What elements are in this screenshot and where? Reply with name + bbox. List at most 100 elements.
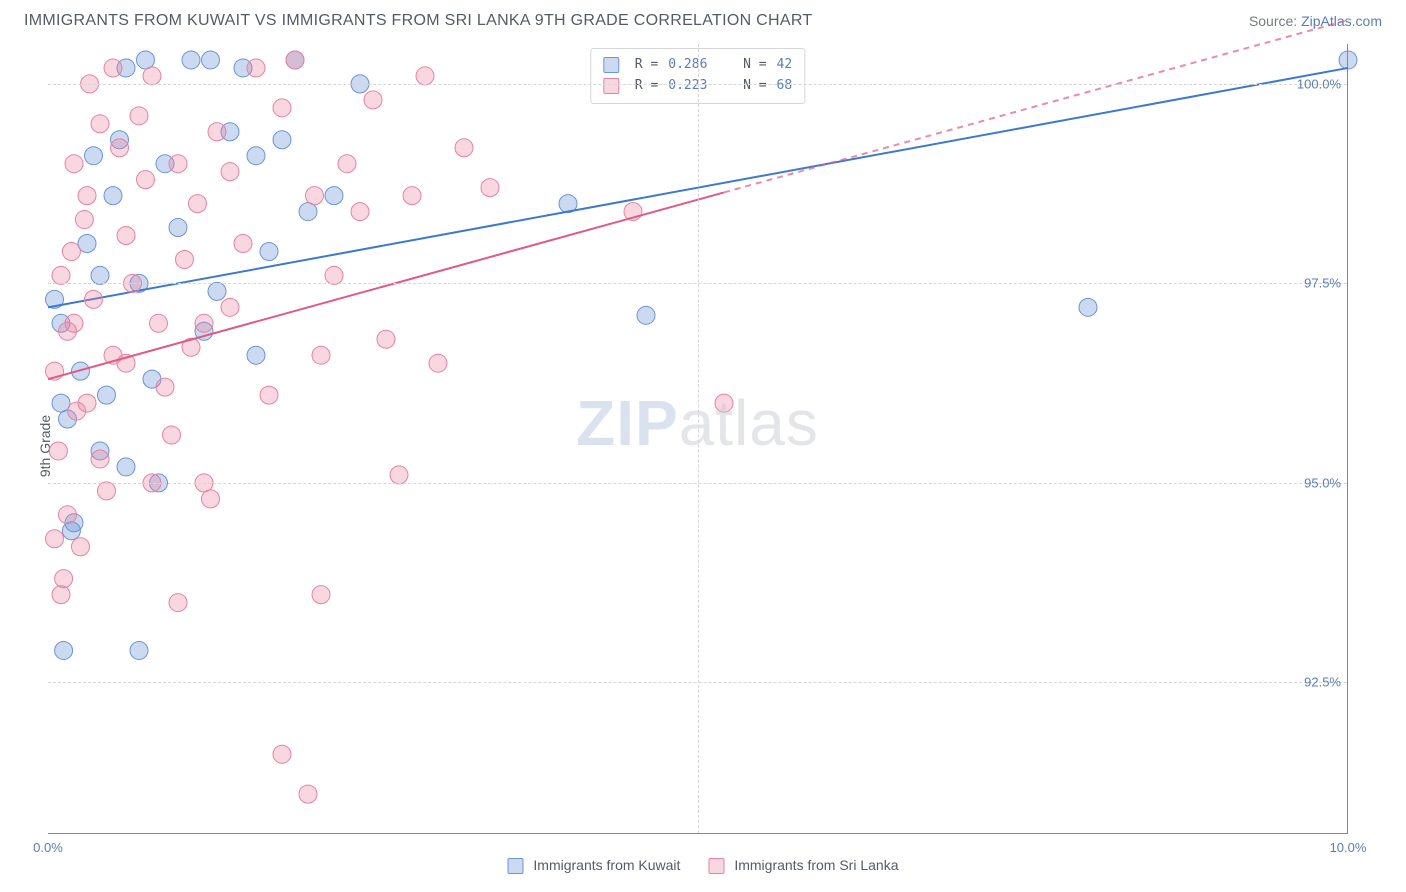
x-tick-label: 0.0% <box>33 840 63 855</box>
r-label: R = <box>635 76 658 97</box>
scatter-point <box>247 346 265 364</box>
swatch-kuwait-icon <box>508 858 524 874</box>
scatter-point <box>117 458 135 476</box>
scatter-point <box>715 394 733 412</box>
scatter-point <box>150 314 168 332</box>
y-tick-label: 92.5% <box>1304 675 1341 690</box>
scatter-point <box>481 179 499 197</box>
scatter-point <box>49 442 67 460</box>
scatter-point <box>52 586 70 604</box>
scatter-point <box>637 306 655 324</box>
legend-label-kuwait: Immigrants from Kuwait <box>533 857 680 873</box>
scatter-point <box>260 242 278 260</box>
scatter-point <box>403 187 421 205</box>
swatch-srilanka-icon <box>708 858 724 874</box>
scatter-point <box>91 115 109 133</box>
scatter-point <box>260 386 278 404</box>
scatter-point <box>390 466 408 484</box>
n-value-srilanka: 68 <box>777 76 793 97</box>
r-value-kuwait: 0.286 <box>668 55 707 76</box>
chart-title: IMMIGRANTS FROM KUWAIT VS IMMIGRANTS FRO… <box>24 12 813 30</box>
scatter-point <box>169 594 187 612</box>
scatter-point <box>98 482 116 500</box>
scatter-point <box>55 641 73 659</box>
n-label: N = <box>743 76 766 97</box>
scatter-point <box>65 155 83 173</box>
scatter-point <box>143 67 161 85</box>
plot-area: ZIPatlas R = 0.286 N = 42 R = 0.223 N = … <box>48 44 1348 834</box>
scatter-point <box>429 354 447 372</box>
scatter-point <box>455 139 473 157</box>
scatter-point <box>299 203 317 221</box>
scatter-point <box>98 386 116 404</box>
scatter-point <box>208 282 226 300</box>
scatter-point <box>364 91 382 109</box>
scatter-point <box>78 187 96 205</box>
scatter-point <box>52 266 70 284</box>
scatter-point <box>351 203 369 221</box>
scatter-point <box>208 123 226 141</box>
scatter-point <box>85 147 103 165</box>
scatter-point <box>247 59 265 77</box>
scatter-point <box>111 139 129 157</box>
scatter-point <box>195 314 213 332</box>
scatter-point <box>65 314 83 332</box>
scatter-point <box>46 530 64 548</box>
source: Source: ZipAtlas.com <box>1249 13 1382 29</box>
scatter-point <box>286 51 304 69</box>
scatter-point <box>273 99 291 117</box>
scatter-point <box>85 290 103 308</box>
scatter-point <box>91 450 109 468</box>
scatter-point <box>299 785 317 803</box>
scatter-point <box>104 187 122 205</box>
scatter-point <box>202 490 220 508</box>
scatter-point <box>137 51 155 69</box>
swatch-kuwait <box>603 57 619 73</box>
scatter-point <box>273 131 291 149</box>
scatter-point <box>75 211 93 229</box>
scatter-point <box>247 147 265 165</box>
source-label: Source: <box>1249 13 1297 29</box>
legend-item-kuwait: Immigrants from Kuwait <box>508 857 681 874</box>
scatter-point <box>130 107 148 125</box>
scatter-point <box>117 227 135 245</box>
scatter-point <box>377 330 395 348</box>
r-value-srilanka: 0.223 <box>668 76 707 97</box>
legend-item-srilanka: Immigrants from Sri Lanka <box>708 857 898 874</box>
scatter-point <box>72 538 90 556</box>
r-label: R = <box>635 55 658 76</box>
scatter-point <box>416 67 434 85</box>
scatter-point <box>325 266 343 284</box>
scatter-point <box>176 250 194 268</box>
scatter-point <box>221 298 239 316</box>
scatter-point <box>137 171 155 189</box>
scatter-point <box>182 51 200 69</box>
scatter-point <box>59 506 77 524</box>
scatter-point <box>62 242 80 260</box>
scatter-point <box>169 155 187 173</box>
y-tick-label: 97.5% <box>1304 276 1341 291</box>
series-legend: Immigrants from Kuwait Immigrants from S… <box>508 857 899 874</box>
scatter-point <box>325 187 343 205</box>
scatter-point <box>169 219 187 237</box>
n-label: N = <box>743 55 766 76</box>
scatter-point <box>338 155 356 173</box>
swatch-srilanka <box>603 78 619 94</box>
y-tick-label: 100.0% <box>1297 76 1341 91</box>
scatter-point <box>62 522 80 540</box>
scatter-point <box>234 234 252 252</box>
n-value-kuwait: 42 <box>777 55 793 76</box>
scatter-point <box>312 346 330 364</box>
scatter-point <box>1339 51 1357 69</box>
scatter-point <box>221 163 239 181</box>
header: IMMIGRANTS FROM KUWAIT VS IMMIGRANTS FRO… <box>24 12 1382 30</box>
scatter-point <box>306 187 324 205</box>
y-tick-label: 95.0% <box>1304 475 1341 490</box>
scatter-point <box>312 586 330 604</box>
gridline-v <box>698 44 699 833</box>
scatter-point <box>78 394 96 412</box>
scatter-point <box>273 745 291 763</box>
scatter-point <box>163 426 181 444</box>
scatter-point <box>104 59 122 77</box>
scatter-point <box>130 641 148 659</box>
